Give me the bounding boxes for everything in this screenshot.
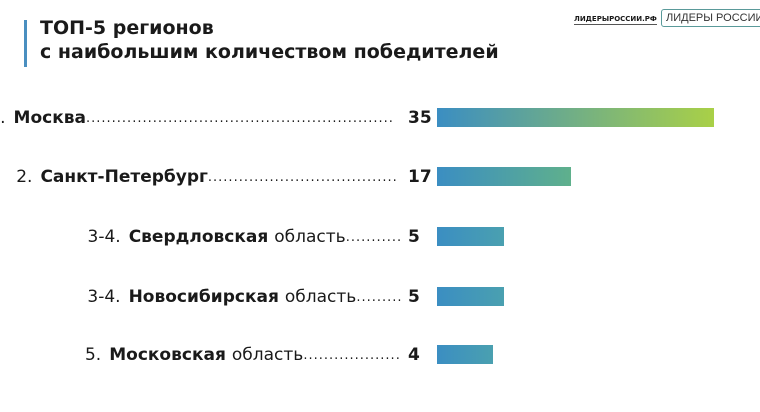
value-label: 5 bbox=[408, 287, 420, 307]
value-label: 4 bbox=[408, 345, 420, 365]
title-line-2: с наибольшим количеством победителей bbox=[40, 41, 499, 63]
region-suffix: область bbox=[231, 345, 304, 365]
page-title: ТОП-5 регионов с наибольшим количеством … bbox=[40, 16, 499, 64]
rank-label: 2. bbox=[16, 167, 33, 187]
bar bbox=[437, 108, 714, 127]
bar bbox=[437, 287, 504, 306]
chart-row: 5. Московская область................... 4 bbox=[0, 343, 430, 367]
leader-dots: ........................................… bbox=[86, 110, 394, 126]
value-label: 17 bbox=[408, 167, 432, 187]
leader-dots: ................... bbox=[303, 347, 401, 363]
region-suffix: область bbox=[274, 227, 346, 247]
bar bbox=[437, 167, 572, 186]
title-accent-bar bbox=[24, 20, 27, 67]
value-label: 5 bbox=[408, 227, 420, 247]
site-logo: ЛИДЕРЫРОССИИ.РФ bbox=[574, 15, 657, 25]
region-name: Санкт-Петербург bbox=[40, 167, 208, 187]
leader-dots: ........... bbox=[345, 229, 403, 245]
region-name: Свердловская bbox=[128, 227, 269, 247]
brand-logo: ЛИДЕРЫ РОССИИ bbox=[661, 9, 760, 27]
rank-label: 3-4. bbox=[87, 287, 121, 307]
region-suffix: область bbox=[284, 287, 357, 307]
chart-row: 2. Санкт-Петербург.......................… bbox=[0, 165, 432, 189]
leader-dots: ..................................... bbox=[207, 169, 398, 185]
leader-dots: ......... bbox=[356, 289, 403, 305]
bar bbox=[437, 345, 493, 364]
value-label: 35 bbox=[408, 108, 432, 128]
rank-label: 5. bbox=[84, 345, 102, 365]
region-name: Новосибирская bbox=[128, 287, 279, 307]
chart-row: 3-4. Свердловская область........... 5 bbox=[0, 225, 430, 249]
region-name: Москва bbox=[13, 108, 86, 128]
rank-label: 3-4. bbox=[87, 227, 121, 247]
chart-row: 3-4. Новосибирская область......... 5 bbox=[0, 285, 430, 309]
rank-label: 1. bbox=[0, 108, 6, 128]
title-line-1: ТОП-5 регионов bbox=[40, 17, 214, 39]
region-name: Московская bbox=[109, 345, 226, 365]
chart-row: 1. Москва................................… bbox=[0, 106, 432, 130]
bar bbox=[437, 227, 504, 246]
